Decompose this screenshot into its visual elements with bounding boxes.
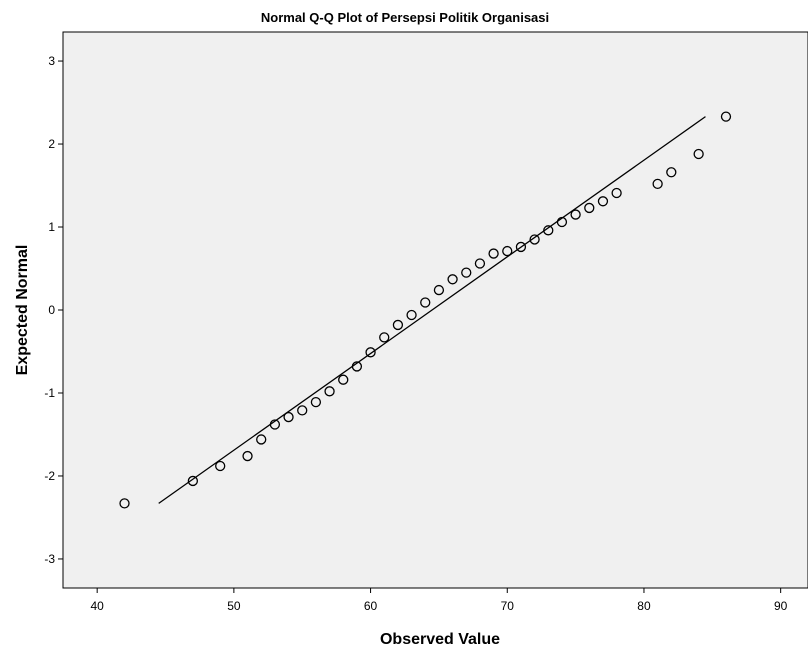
data-points [119, 111, 732, 509]
y-tick-label: -3 [44, 552, 55, 566]
data-point [529, 234, 540, 245]
data-point [379, 332, 390, 343]
x-tick-label: 70 [501, 599, 515, 613]
data-point [269, 419, 281, 430]
data-point [720, 111, 732, 122]
y-axis: -3 -2 -1 0 1 2 3 [44, 54, 63, 566]
y-tick-label: 2 [48, 137, 55, 151]
data-point [324, 386, 335, 397]
x-axis-title: Observed Value [380, 631, 500, 648]
y-axis-title: Expected Normal [14, 245, 31, 376]
data-point [392, 319, 404, 331]
x-tick-label: 80 [637, 599, 651, 613]
data-point [215, 460, 226, 472]
x-axis: 40 50 60 70 80 90 [90, 588, 788, 613]
data-point [242, 450, 253, 462]
y-tick-label: 1 [48, 220, 55, 234]
data-point [365, 347, 376, 358]
data-point [556, 216, 568, 228]
plot-area [62, 31, 808, 589]
data-point [119, 498, 130, 509]
data-point [584, 202, 595, 214]
data-point [420, 297, 431, 308]
data-point [351, 361, 363, 372]
data-point [310, 396, 322, 408]
data-point [515, 241, 527, 253]
data-point [256, 434, 267, 445]
data-point [474, 258, 486, 269]
data-point [543, 225, 554, 236]
data-point [488, 248, 499, 259]
data-point [283, 411, 294, 423]
data-point [406, 309, 417, 321]
y-tick-label: 0 [48, 303, 55, 317]
x-tick-label: 90 [774, 599, 788, 613]
y-tick-label: -1 [44, 386, 55, 400]
x-tick-label: 40 [90, 599, 104, 613]
data-point [666, 167, 677, 178]
data-point [597, 196, 609, 207]
data-point [570, 209, 581, 220]
data-point [693, 148, 704, 160]
x-tick-label: 50 [227, 599, 241, 613]
y-tick-label: -2 [44, 469, 55, 483]
data-point [447, 274, 458, 285]
data-point [338, 374, 349, 385]
data-point [611, 187, 622, 199]
data-point [652, 178, 663, 190]
data-point [297, 405, 308, 416]
data-point [187, 475, 199, 487]
data-point [461, 267, 472, 278]
y-tick-label: 3 [48, 54, 55, 68]
data-point [433, 284, 445, 296]
reference-line [158, 116, 706, 504]
chart-title: Normal Q-Q Plot of Persepsi Politik Orga… [261, 10, 549, 25]
x-tick-label: 60 [364, 599, 378, 613]
data-point [502, 245, 513, 257]
